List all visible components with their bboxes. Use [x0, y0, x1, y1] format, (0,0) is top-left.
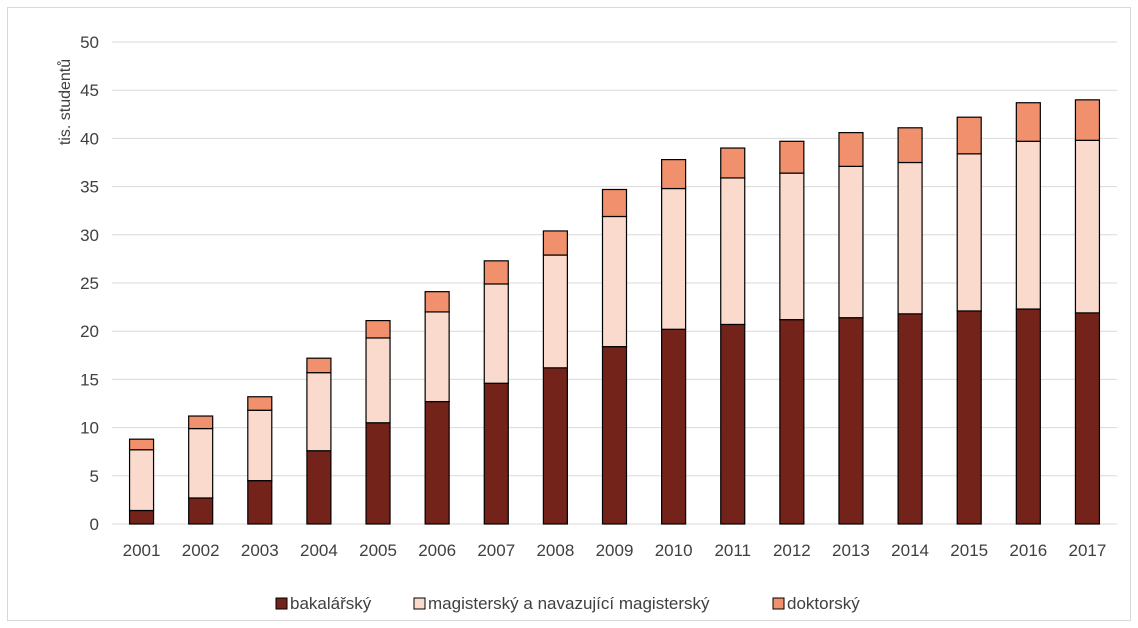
legend-swatch [772, 597, 785, 610]
y-tick-label: 20 [80, 322, 99, 341]
y-tick-label: 40 [80, 129, 99, 148]
bar-segment-2 [128, 449, 155, 512]
y-tick-label: 10 [80, 419, 99, 438]
bars [128, 99, 1101, 525]
bar-segment-3 [365, 319, 391, 339]
x-tick-label: 2007 [477, 541, 515, 560]
x-tick-label: 2009 [596, 541, 634, 560]
bar-segment-2 [720, 177, 746, 326]
bar-segment-3 [1015, 102, 1041, 142]
y-tick-label: 15 [80, 370, 99, 389]
bar-segment-2 [601, 215, 628, 348]
bar-segment-3 [956, 116, 982, 155]
bar-segment-3 [779, 140, 805, 174]
bar-segment-2 [779, 172, 805, 321]
x-tick-label: 2004 [300, 541, 338, 560]
bar-segment-1 [424, 400, 450, 525]
x-tick-label: 2015 [950, 541, 988, 560]
y-tick-label: 5 [90, 467, 99, 486]
bar-segment-3 [188, 415, 214, 430]
bar-segment-1 [128, 509, 155, 525]
bar-segment-3 [306, 357, 332, 374]
legend-swatch [275, 597, 288, 610]
bar-segment-1 [1015, 308, 1041, 525]
bar-segment-1 [897, 313, 923, 525]
bar-segment-2 [1074, 139, 1101, 314]
gridlines [112, 41, 1117, 525]
bar-segment-2 [483, 283, 509, 384]
x-tick-label: 2010 [655, 541, 693, 560]
bar-segment-1 [956, 310, 982, 525]
x-tick-labels: 2001 2002 2003 2004 2005 2006 2007 2008 2009 2010… [123, 541, 1107, 560]
y-tick-labels: 0 5 10 15 20 25 30 35 40 45 50 [80, 33, 99, 534]
bar-segment-2 [188, 427, 214, 499]
chart-frame [7, 7, 1131, 621]
x-tick-label: 2017 [1069, 541, 1107, 560]
bar-segment-2 [424, 311, 450, 403]
bar-segment-3 [1074, 99, 1101, 141]
legend-label: magisterský a navazující magisterský [428, 594, 710, 613]
y-axis-title: tis. studentů [56, 59, 74, 145]
bar-segment-2 [306, 372, 332, 452]
y-tick-label: 50 [80, 33, 99, 52]
x-tick-label: 2005 [359, 541, 397, 560]
bar-segment-3 [424, 291, 450, 313]
x-tick-label: 2001 [123, 541, 161, 560]
bar-segment-3 [897, 127, 923, 164]
bar-segment-2 [1015, 140, 1041, 310]
bar-segment-2 [956, 153, 982, 312]
bar-segment-1 [306, 450, 332, 525]
y-tick-label: 35 [80, 178, 99, 197]
bar-segment-3 [542, 230, 568, 256]
bar-segment-1 [661, 328, 687, 525]
bar-segment-3 [661, 159, 687, 190]
bar-segment-2 [838, 165, 864, 319]
bar-segment-2 [661, 187, 687, 330]
y-tick-label: 45 [80, 81, 99, 100]
x-tick-label: 2012 [773, 541, 811, 560]
x-tick-label: 2003 [241, 541, 279, 560]
bar-segment-2 [542, 254, 568, 369]
bar-segment-3 [247, 396, 273, 411]
bar-segment-2 [897, 161, 923, 315]
bar-segment-1 [779, 319, 805, 525]
bar-segment-3 [483, 260, 509, 285]
bar-segment-1 [483, 382, 509, 525]
y-tick-label: 30 [80, 226, 99, 245]
x-tick-label: 2011 [714, 541, 751, 560]
bar-segment-3 [720, 147, 746, 179]
legend-swatch [413, 597, 426, 610]
bar-segment-1 [247, 480, 273, 525]
y-tick-label: 25 [80, 274, 99, 293]
x-tick-label: 2006 [418, 541, 456, 560]
legend-label: doktorský [787, 594, 860, 613]
x-tick-label: 2008 [536, 541, 574, 560]
x-tick-label: 2013 [832, 541, 870, 560]
bar-segment-3 [128, 438, 155, 451]
bar-segment-1 [365, 422, 391, 525]
x-tick-label: 2016 [1009, 541, 1047, 560]
legend-label: bakalářský [290, 594, 372, 613]
bar-segment-2 [365, 337, 391, 424]
bar-segment-1 [1074, 312, 1101, 525]
bar-segment-1 [188, 497, 214, 525]
y-tick-label: 0 [90, 515, 99, 534]
bar-segment-3 [601, 188, 628, 218]
bar-segment-1 [838, 317, 864, 525]
x-tick-label: 2002 [182, 541, 220, 560]
bar-segment-1 [542, 367, 568, 525]
bar-segment-2 [247, 409, 273, 482]
bar-segment-1 [601, 346, 628, 525]
legend: bakalářský magisterský a navazující magis… [275, 594, 860, 613]
x-tick-label: 2014 [891, 541, 929, 560]
bar-segment-3 [838, 132, 864, 167]
bar-segment-1 [720, 323, 746, 525]
